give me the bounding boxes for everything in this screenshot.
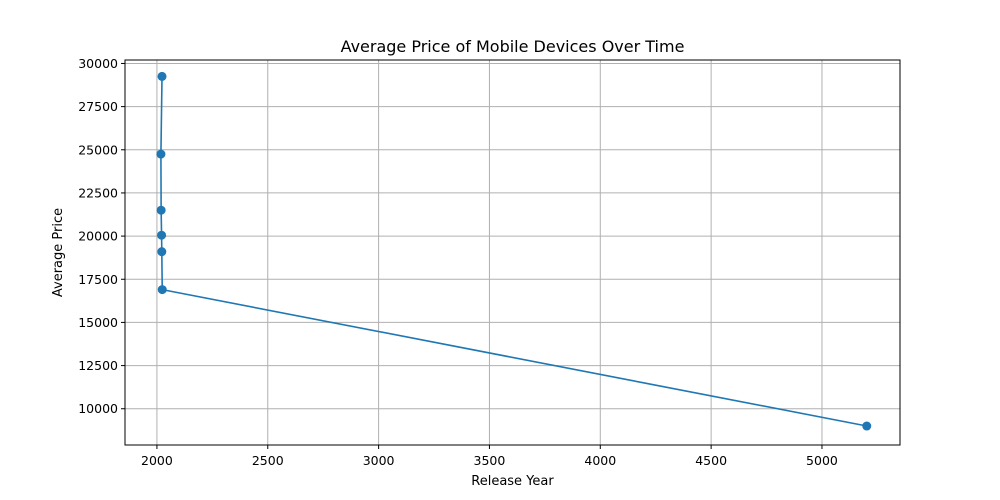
y-tick-label: 27500 [78,99,118,114]
x-tick-label: 3500 [474,453,506,468]
axis-ticks: 2000 2500 3000 3500 4000 4500 5000 10000 12500 15… [78,56,838,468]
data-point [157,71,167,81]
y-tick-label: 25000 [78,142,118,157]
data-point [157,230,167,240]
y-tick-label: 30000 [78,56,118,71]
data-point [157,247,167,257]
series-group [156,71,872,431]
y-tick-label: 17500 [78,272,118,287]
x-tick-label: 2000 [141,453,173,468]
x-axis-label: Release Year [471,474,554,489]
plot-frame [124,59,901,446]
x-tick-label: 2500 [252,453,284,468]
data-point [862,421,872,431]
data-point [156,149,166,159]
y-tick-label: 22500 [78,185,118,200]
y-tick-label: 20000 [78,229,118,244]
y-tick-label: 15000 [78,315,118,330]
y-axis-label: Average Price [51,208,66,297]
x-tick-label: 3000 [363,453,395,468]
data-point [157,285,167,295]
y-tick-label: 10000 [78,401,118,416]
x-tick-label: 4500 [695,453,727,468]
y-tick-label: 12500 [78,358,118,373]
data-point [156,205,166,215]
x-tick-label: 4000 [584,453,616,468]
grid [125,60,900,445]
chart-title: Average Price of Mobile Devices Over Tim… [341,37,685,56]
x-tick-label: 5000 [806,453,838,468]
